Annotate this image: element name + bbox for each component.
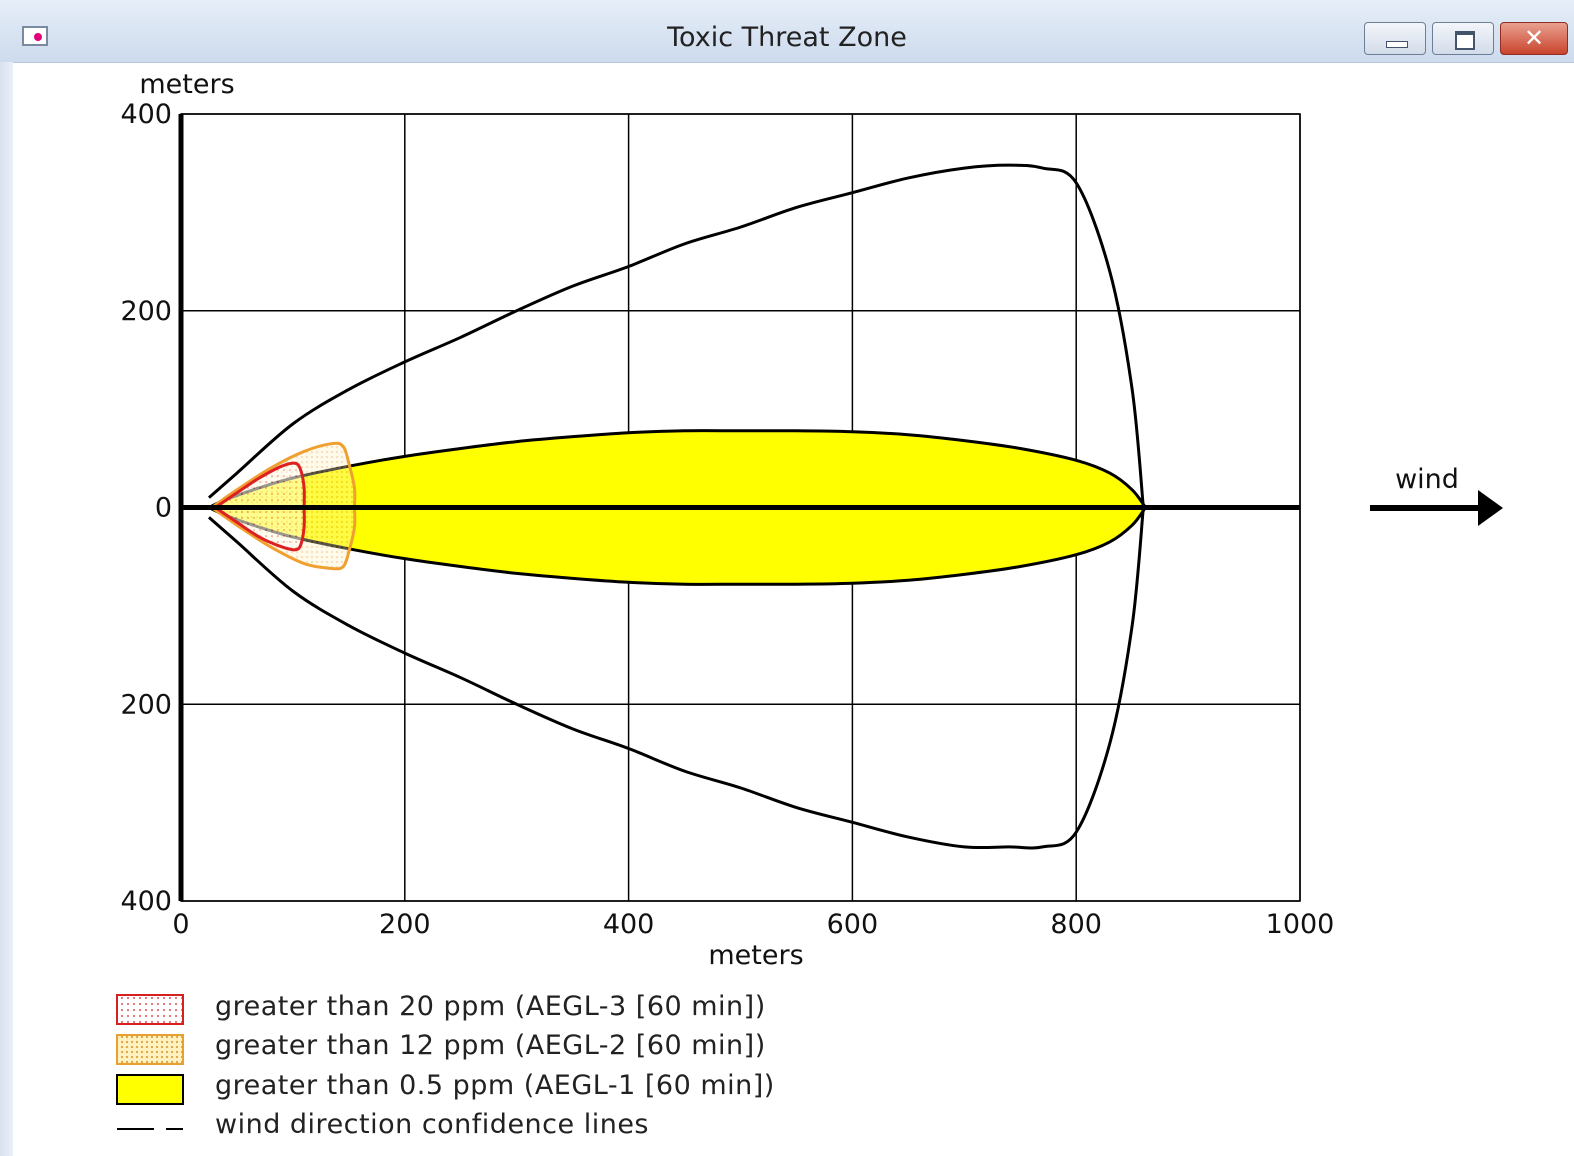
y-tick-label: 0 — [155, 493, 172, 524]
x-axis-label: meters — [708, 940, 803, 971]
legend-swatch-aegl3 — [116, 994, 184, 1025]
wind-arrow-icon — [1478, 490, 1503, 526]
y-tick-label: 200 — [120, 689, 172, 720]
axis-tick-labels: 0 200 400 600 800 1000 400 200 0 200 400 — [120, 99, 1334, 940]
wind-indicator: wind — [1370, 464, 1503, 526]
maximize-button[interactable] — [1432, 22, 1494, 55]
app-icon-dot — [34, 33, 42, 41]
legend: greater than 20 ppm (AEGL-3 [60 min]) gr… — [116, 991, 775, 1140]
window-title: Toxic Threat Zone — [667, 22, 907, 53]
threat-zones — [181, 163, 1300, 850]
title-bar[interactable]: Toxic Threat Zone ✕ — [0, 0, 1574, 63]
x-tick-label: 600 — [827, 909, 879, 940]
y-tick-label: 200 — [120, 296, 172, 327]
y-tick-label: 400 — [120, 99, 172, 130]
window-left-border — [0, 62, 13, 1156]
confidence-line-upper — [207, 163, 1145, 508]
confidence-line-lower — [207, 507, 1145, 850]
minimize-button[interactable] — [1364, 22, 1426, 55]
app-icon[interactable] — [22, 26, 48, 46]
legend-swatch-aegl2 — [116, 1034, 184, 1065]
legend-label-aegl1: greater than 0.5 ppm (AEGL-1 [60 min]) — [215, 1070, 775, 1101]
legend-swatch-aegl1 — [116, 1074, 184, 1105]
legend-label-confidence: wind direction confidence lines — [215, 1109, 649, 1140]
legend-label-aegl3: greater than 20 ppm (AEGL-3 [60 min]) — [215, 991, 766, 1022]
y-axis-label: meters — [139, 69, 234, 100]
x-tick-label: 800 — [1050, 909, 1102, 940]
y-tick-label: 400 — [120, 886, 172, 917]
close-icon: ✕ — [1523, 24, 1545, 52]
close-button[interactable]: ✕ — [1500, 22, 1568, 55]
x-tick-label: 200 — [379, 909, 431, 940]
legend-label-aegl2: greater than 12 ppm (AEGL-2 [60 min]) — [215, 1030, 766, 1061]
x-tick-label: 400 — [603, 909, 655, 940]
x-tick-label: 0 — [172, 909, 189, 940]
wind-label: wind — [1395, 464, 1459, 495]
x-tick-label: 1000 — [1266, 909, 1335, 940]
